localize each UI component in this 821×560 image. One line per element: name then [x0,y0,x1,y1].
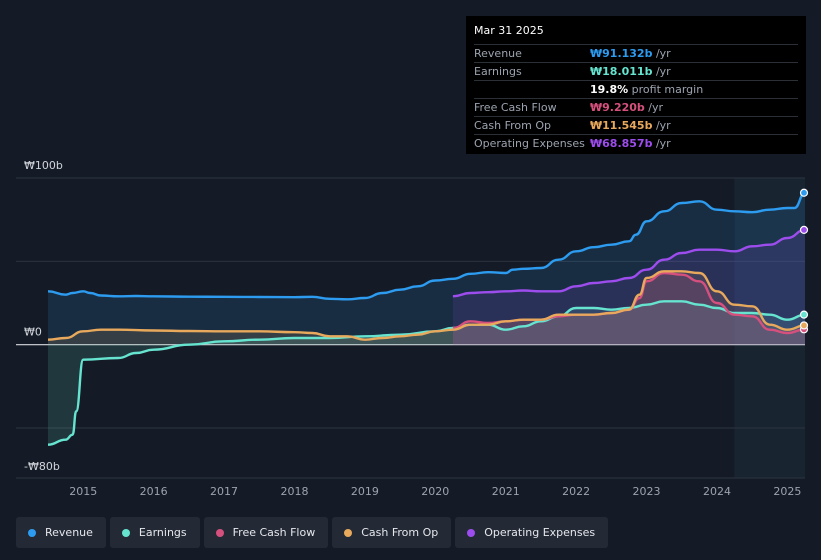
y-tick-label: -₩80b [24,460,60,473]
tooltip-unit: /yr [652,65,671,78]
tooltip-row: 19.8% profit margin [474,81,798,99]
legend-label: Revenue [45,526,93,539]
x-tick-label: 2021 [492,485,520,498]
tooltip-value: ₩11.545b [590,119,653,132]
x-tick-label: 2019 [351,485,379,498]
tooltip-value: ₩68.857b [590,137,653,150]
revenue-line [47,191,806,301]
x-tick-label: 2023 [633,485,661,498]
x-axis-labels: 2015 2016 2017 2018 2019 2020 2021 2022 2023 2024… [69,485,801,498]
tooltip-value: ₩9.220b [590,101,645,114]
tooltip-unit: /yr [652,119,671,132]
y-axis-labels: ₩100b ₩0 -₩80b [24,159,63,473]
tooltip-panel: Mar 31 2025 Revenue ₩91.132b /yr Earnings ₩… [466,16,806,154]
x-tick-label: 2015 [69,485,97,498]
legend-item-operating-expenses[interactable]: Operating Expenses [455,517,609,548]
legend-dot-icon [344,528,353,537]
x-tick-label: 2024 [703,485,731,498]
operating-expenses-endpoint [799,225,809,235]
legend-item-revenue[interactable]: Revenue [16,517,106,548]
tooltip-value: 19.8% [590,83,629,96]
x-tick-label: 2016 [140,485,168,498]
y-tick-label: ₩100b [24,159,63,172]
tooltip-value: ₩91.132b [590,47,653,60]
tooltip-label: Operating Expenses [474,137,585,150]
legend-dot-icon [215,528,224,537]
tooltip-row: Revenue ₩91.132b /yr [474,45,798,63]
tooltip-label: Earnings [474,65,522,78]
tooltip-label: Free Cash Flow [474,101,557,114]
legend-label: Operating Expenses [484,526,596,539]
legend-item-free-cash-flow[interactable]: Free Cash Flow [203,517,329,548]
legend-dot-icon [467,528,476,537]
legend-dot-icon [28,528,36,537]
earnings-area [48,301,805,445]
tooltip-value: ₩18.011b [590,65,653,78]
cash-from-op-endpoint [799,321,809,330]
operating-expenses-line [452,228,806,298]
legend-label: Earnings [138,526,187,539]
tooltip-row: Cash From Op ₩11.545b /yr [474,117,798,135]
revenue-area [48,192,805,345]
x-tick-label: 2022 [562,485,590,498]
tooltip-date: Mar 31 2025 [474,24,798,45]
cash-from-op-area [48,271,805,345]
legend-item-cash-from-op[interactable]: Cash From Op [332,517,452,548]
legend-label: Cash From Op [361,526,439,539]
free-cash-flow-area [452,273,805,345]
series-lines [47,188,809,446]
tooltip-unit: /yr [652,47,671,60]
grid-lines [16,177,805,479]
legend-dot-icon [121,528,130,537]
legend: Revenue Earnings Free Cash Flow Cash From O… [16,517,609,548]
x-tick-label: 2025 [773,485,801,498]
legend-label: Free Cash Flow [232,526,316,539]
tooltip-label: Cash From Op [474,119,552,132]
tooltip-unit: profit margin [628,83,704,96]
series-areas [48,192,805,445]
legend-item-earnings[interactable]: Earnings [109,517,200,548]
x-tick-label: 2017 [210,485,238,498]
earnings-endpoint [799,310,809,319]
tooltip-row: Earnings ₩18.011b /yr [474,63,798,81]
y-tick-label: ₩0 [24,326,42,339]
tooltip-label [474,81,590,98]
tooltip-unit: /yr [652,137,671,150]
x-tick-label: 2018 [280,485,308,498]
revenue-endpoint [799,188,809,197]
tooltip-label: Revenue [474,47,522,60]
cash-from-op-line [47,270,806,341]
operating-expenses-area [452,229,805,345]
x-tick-label: 2020 [421,485,449,498]
tooltip-row: Free Cash Flow ₩9.220b /yr [474,99,798,117]
tooltip-unit: /yr [644,101,664,114]
tooltip-row: Operating Expenses ₩68.857b /yr [474,135,798,152]
